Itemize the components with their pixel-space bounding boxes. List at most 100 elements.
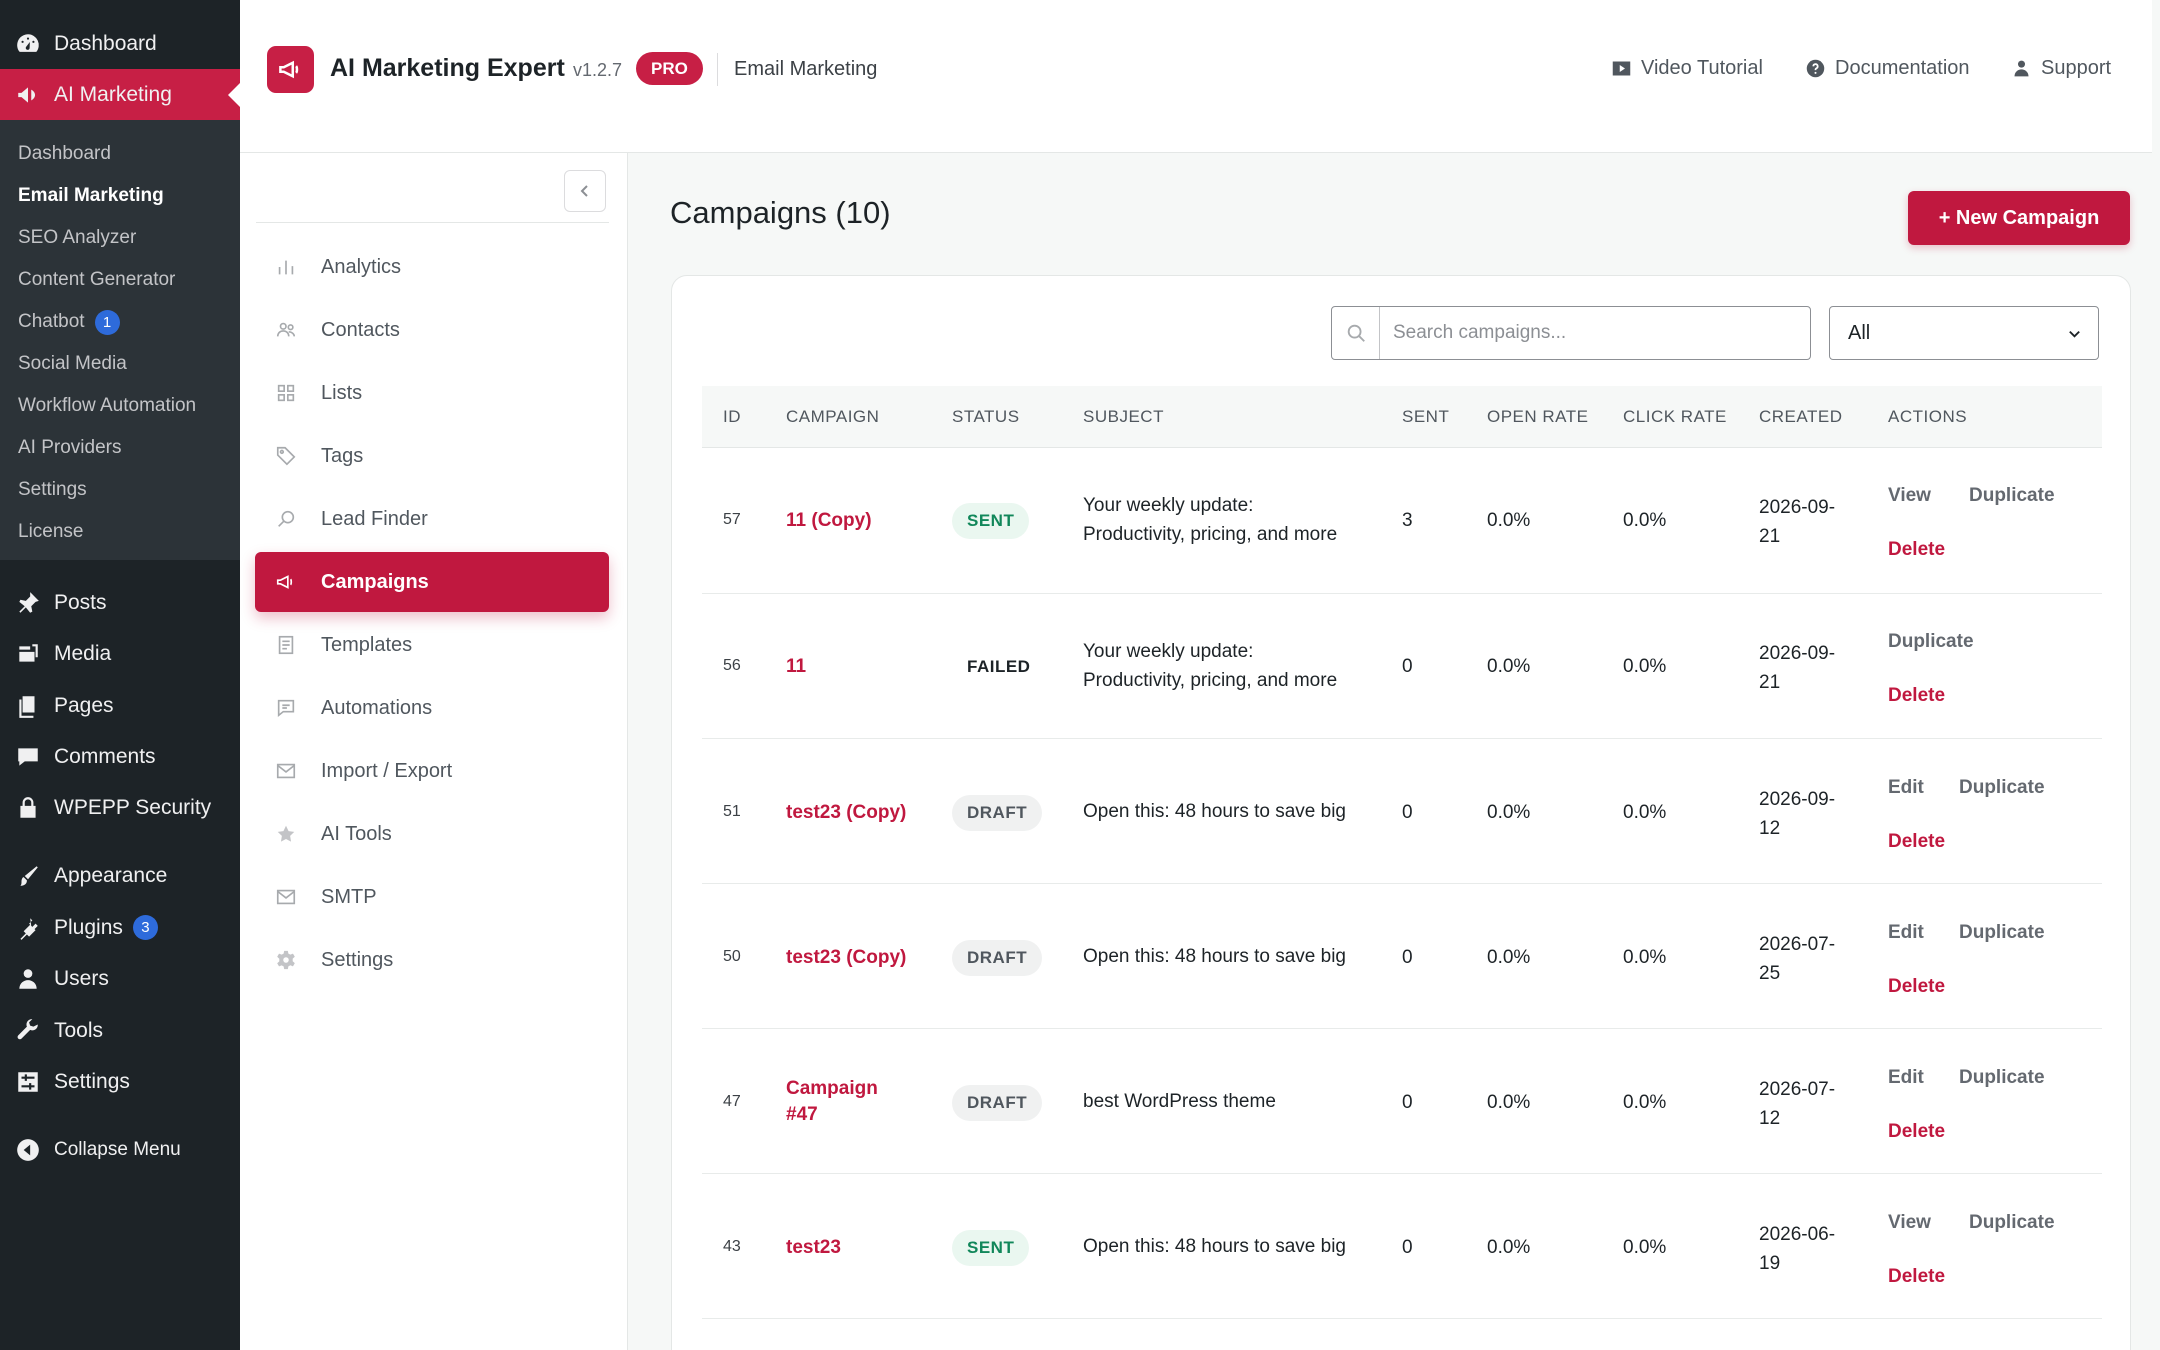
wp-menu-label: Plugins (54, 915, 123, 939)
cell-id: 57 (723, 511, 741, 528)
duplicate-button[interactable]: Duplicate (1969, 1212, 2055, 1233)
cell-open-rate: 0.0% (1487, 947, 1531, 968)
wp-menu-label: Posts (54, 590, 107, 614)
edit-button[interactable]: Edit (1888, 1067, 1924, 1088)
nav-item-tags[interactable]: Tags (255, 426, 609, 486)
column-header-created[interactable]: CREATED (1759, 407, 1843, 426)
campaign-name-link[interactable]: Campaign #47 (786, 1076, 878, 1128)
duplicate-button[interactable]: Duplicate (1888, 631, 1974, 652)
duplicate-button[interactable]: Duplicate (1959, 777, 2045, 798)
created-date: 2026-07- (1759, 934, 1836, 955)
column-header-campaign[interactable]: CAMPAIGN (786, 407, 880, 426)
nav-item-ai-tools[interactable]: AI Tools (255, 804, 609, 864)
delete-button[interactable]: Delete (1888, 976, 1946, 997)
wp-menu-wpepp-security[interactable]: WPEPP Security (0, 782, 240, 833)
page-title: Campaigns (10) (670, 195, 891, 230)
cell-created: 2026-09- 21 (1759, 493, 1835, 551)
duplicate-button[interactable]: Duplicate (1959, 1067, 2045, 1088)
nav-item-settings[interactable]: Settings (255, 930, 609, 990)
delete-button[interactable]: Delete (1888, 1266, 1946, 1287)
wp-menu-settings[interactable]: Settings (0, 1056, 240, 1107)
nav-item-templates[interactable]: Templates (255, 615, 609, 675)
star-icon (277, 825, 295, 842)
duplicate-button[interactable]: Duplicate (1959, 922, 2045, 943)
created-date: 2026-09- (1759, 789, 1836, 810)
select-value: All (1848, 321, 1871, 344)
nav-item-smtp[interactable]: SMTP (255, 867, 609, 927)
search-input[interactable] (1380, 308, 1800, 358)
cell-open-rate: 0.0% (1487, 656, 1531, 677)
wp-menu-media[interactable]: Media (0, 628, 240, 679)
nav-item-lead-finder[interactable]: Lead Finder (255, 489, 609, 549)
wp-menu-appearance[interactable]: Appearance (0, 850, 240, 901)
edit-button[interactable]: Edit (1888, 777, 1924, 798)
column-header-subject[interactable]: SUBJECT (1083, 407, 1164, 426)
collapse-nav-button[interactable] (564, 170, 606, 212)
delete-button[interactable]: Delete (1888, 539, 1946, 560)
wp-submenu-settings[interactable]: Settings (0, 469, 240, 511)
campaign-name-link[interactable]: test23 (786, 1237, 841, 1258)
subject-line: Productivity, pricing, and more (1083, 524, 1338, 545)
cell-created: 2026-09- 21 (1759, 639, 1835, 697)
wp-submenu-workflow-automation[interactable]: Workflow Automation (0, 385, 240, 427)
wp-menu-tools[interactable]: Tools (0, 1005, 240, 1056)
campaign-name-link[interactable]: test23 (Copy) (786, 802, 907, 823)
video-tutorial-link[interactable]: Video Tutorial (1611, 57, 1763, 80)
column-header-open-rate[interactable]: OPEN RATE (1487, 407, 1589, 426)
view-button[interactable]: View (1888, 1212, 1931, 1233)
edit-button[interactable]: Edit (1888, 922, 1924, 943)
campaign-name-link[interactable]: 11 (Copy) (786, 510, 872, 531)
column-header-id[interactable]: ID (723, 407, 741, 426)
wp-menu-dashboard[interactable]: Dashboard (0, 18, 240, 69)
wp-menu-label: Users (54, 966, 109, 990)
delete-button[interactable]: Delete (1888, 685, 1946, 706)
wp-submenu-content-generator[interactable]: Content Generator (0, 259, 240, 301)
megaphone-icon (276, 575, 293, 589)
documentation-link[interactable]: Documentation (1805, 57, 1970, 80)
wp-menu-users[interactable]: Users (0, 953, 240, 1004)
wp-submenu-ai-providers[interactable]: AI Providers (0, 427, 240, 469)
nav-item-campaigns[interactable]: Campaigns (255, 552, 609, 612)
nav-item-lists[interactable]: Lists (255, 363, 609, 423)
column-header-sent[interactable]: SENT (1402, 407, 1450, 426)
delete-button[interactable]: Delete (1888, 1121, 1946, 1142)
nav-label: AI Tools (321, 822, 392, 845)
wp-submenu-seo-analyzer[interactable]: SEO Analyzer (0, 217, 240, 259)
status-badge: DRAFT (952, 1085, 1043, 1121)
nav-divider (256, 222, 609, 223)
duplicate-button[interactable]: Duplicate (1969, 485, 2055, 506)
message-square-icon (277, 699, 295, 718)
created-date: 2026-09- (1759, 497, 1836, 518)
collapse-circle-icon (14, 1136, 41, 1163)
wp-menu-comments[interactable]: Comments (0, 731, 240, 782)
nav-item-import-export[interactable]: Import / Export (255, 741, 609, 801)
wp-submenu-email-marketing[interactable]: Email Marketing (0, 175, 240, 217)
created-date: 25 (1759, 963, 1781, 984)
header-divider (717, 53, 718, 86)
column-header-status[interactable]: STATUS (952, 407, 1020, 426)
view-button[interactable]: View (1888, 485, 1931, 506)
wp-submenu-dashboard[interactable]: Dashboard (0, 133, 240, 175)
support-link[interactable]: Support (2011, 57, 2111, 80)
status-filter-select[interactable]: All (1829, 306, 2099, 360)
campaign-name-link[interactable]: test23 (Copy) (786, 947, 907, 968)
nav-item-automations[interactable]: Automations (255, 678, 609, 738)
nav-item-analytics[interactable]: Analytics (255, 237, 609, 297)
wp-menu-collapse[interactable]: Collapse Menu (0, 1124, 240, 1175)
cell-id: 50 (723, 948, 741, 965)
nav-label: Lead Finder (321, 507, 428, 530)
wp-menu-plugins[interactable]: Plugins 3 (0, 902, 240, 953)
wp-menu-label: WPEPP Security (54, 795, 212, 819)
app-version: v1.2.7 (573, 60, 623, 80)
campaign-name-link[interactable]: 11 (786, 656, 807, 677)
wp-submenu-chatbot[interactable]: Chatbot 1 (0, 301, 240, 343)
wp-submenu-license[interactable]: License (0, 511, 240, 553)
nav-item-contacts[interactable]: Contacts (255, 300, 609, 360)
column-header-click-rate[interactable]: CLICK RATE (1623, 407, 1727, 426)
wp-menu-posts[interactable]: Posts (0, 577, 240, 628)
wp-menu-ai-marketing[interactable]: AI Marketing (0, 69, 240, 120)
new-campaign-button[interactable]: + New Campaign (1908, 191, 2130, 245)
delete-button[interactable]: Delete (1888, 831, 1946, 852)
wp-submenu-social-media[interactable]: Social Media (0, 343, 240, 385)
wp-menu-pages[interactable]: Pages (0, 680, 240, 731)
